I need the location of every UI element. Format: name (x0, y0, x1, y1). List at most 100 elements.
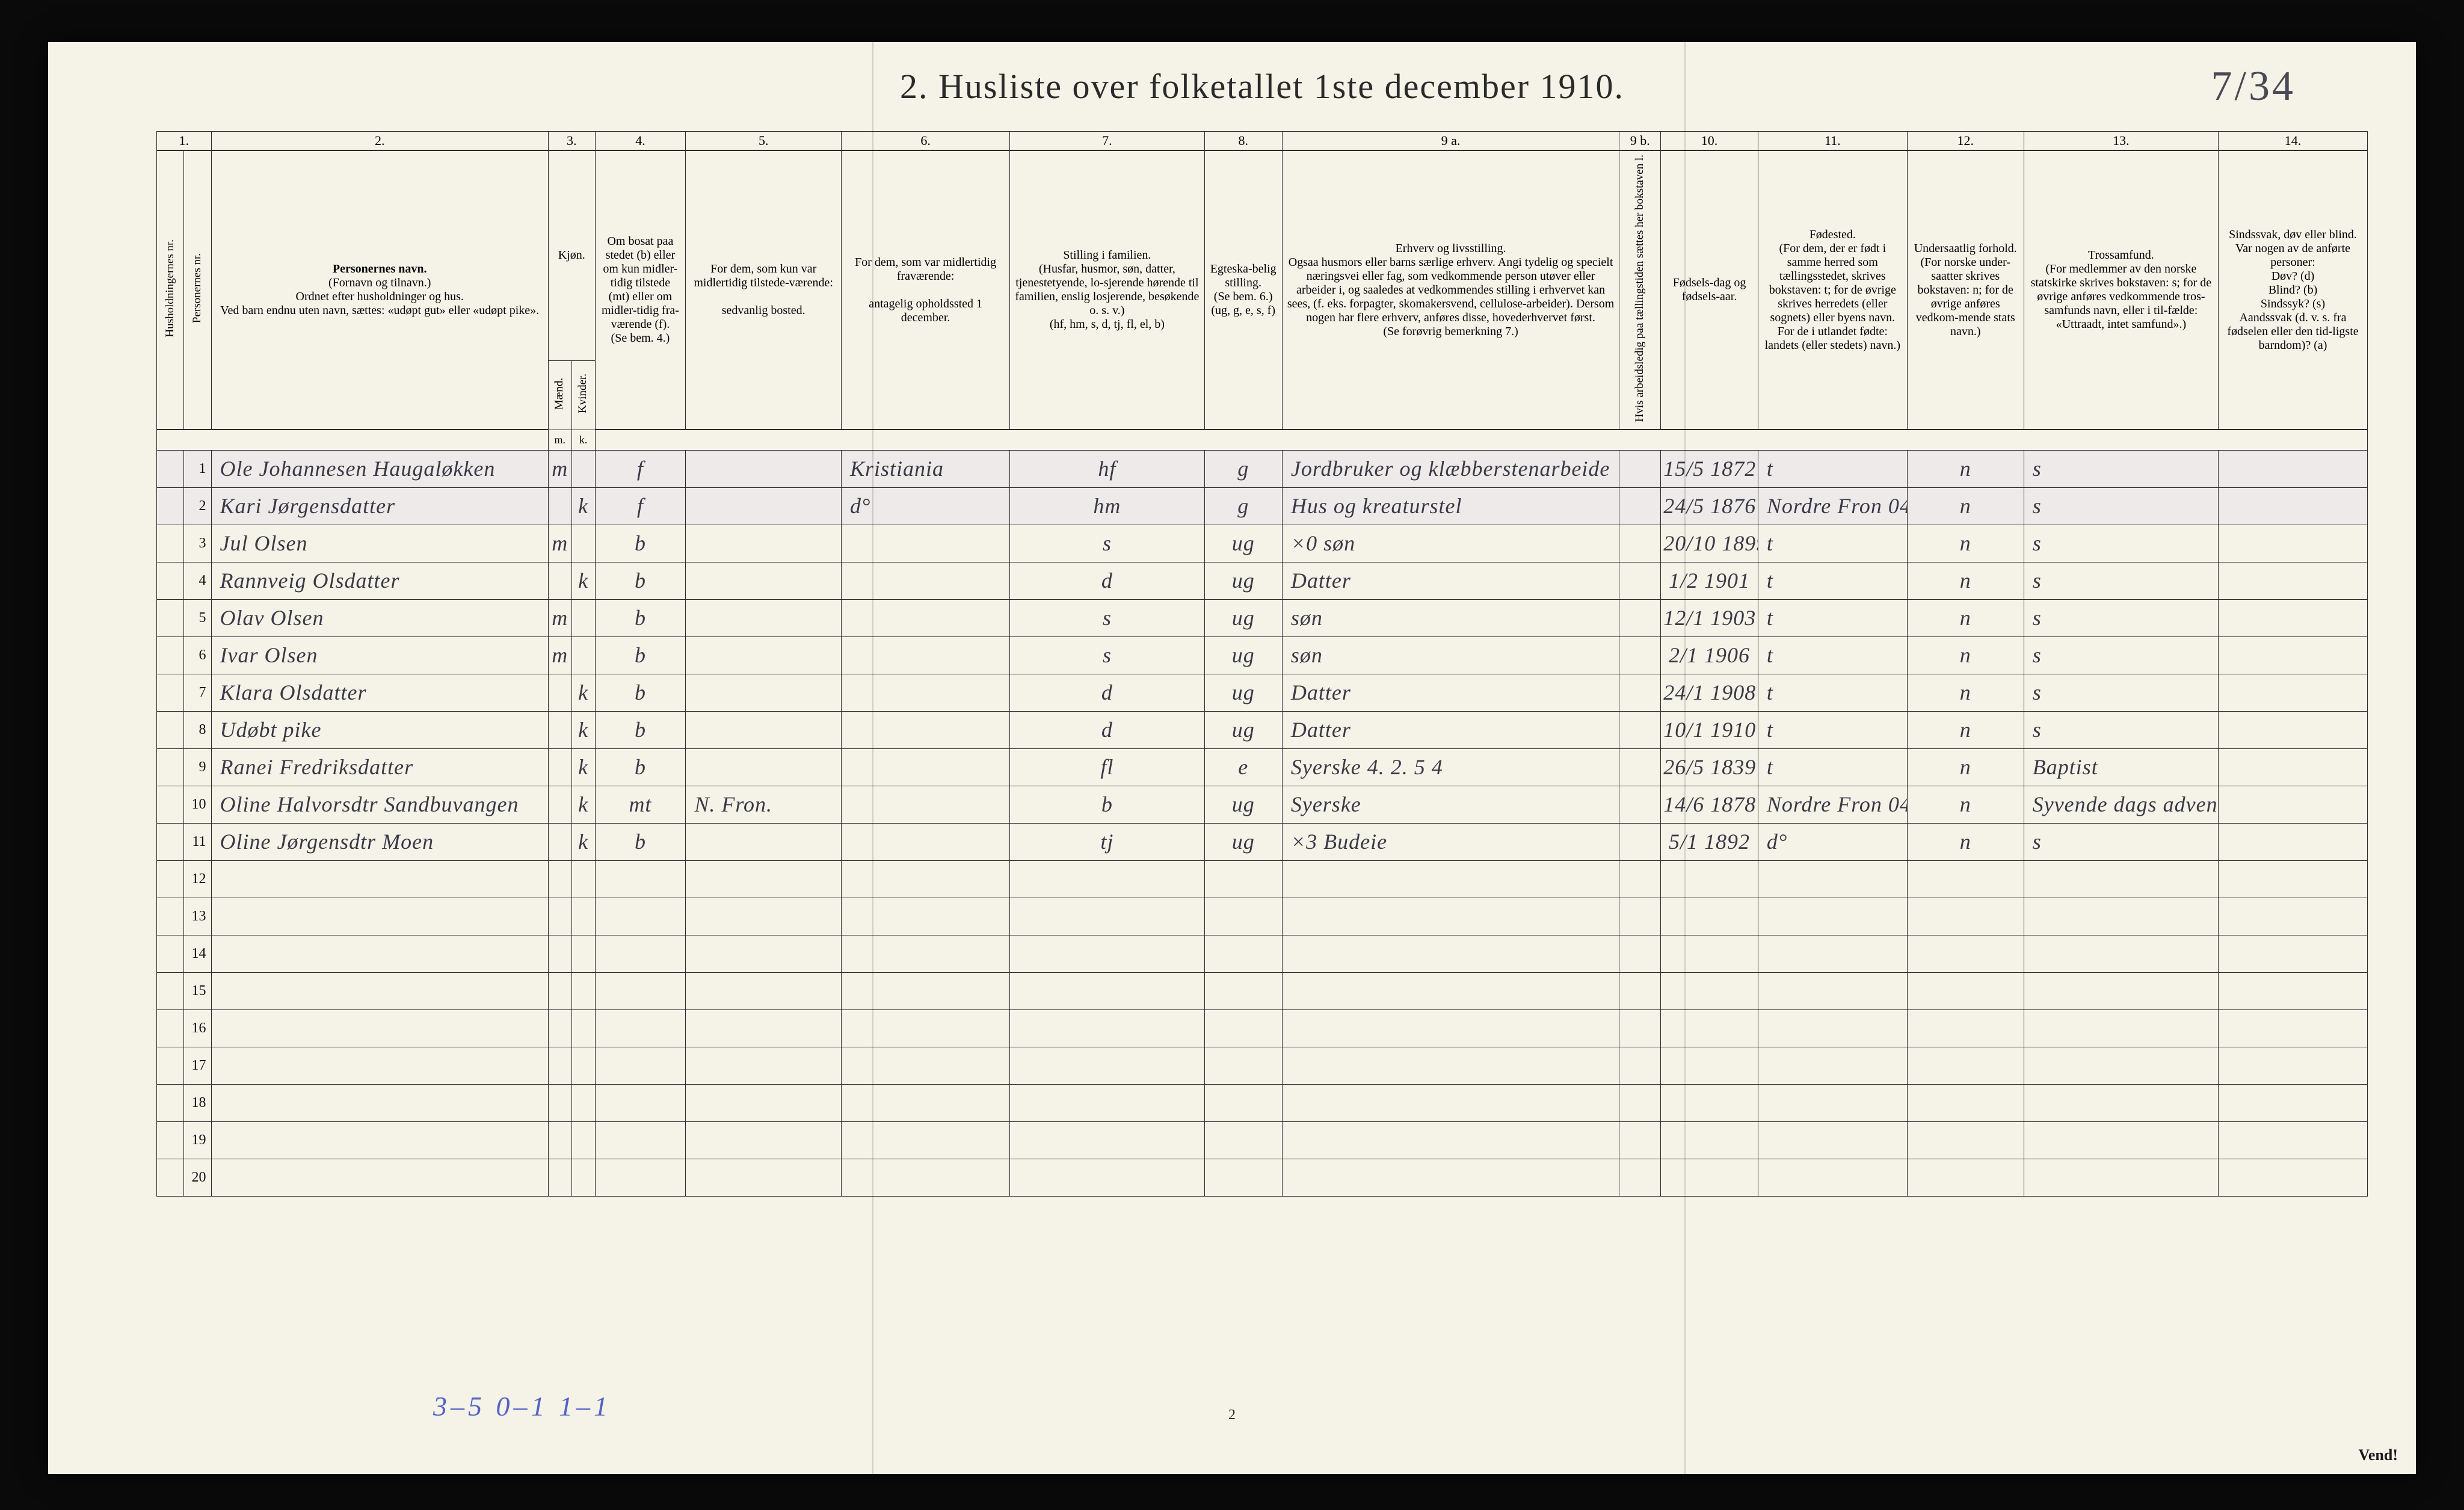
cell-residence: b (595, 748, 686, 786)
cell-temp-present (686, 748, 842, 786)
cell-family-pos: s (1010, 525, 1204, 562)
cell-empty (1204, 1084, 1282, 1121)
cell-temp-absent (842, 599, 1010, 636)
cell-empty (1204, 972, 1282, 1009)
cell-empty (1758, 1084, 1907, 1121)
cell-temp-absent (842, 711, 1010, 748)
cell-empty (595, 1009, 686, 1047)
cell-birth: 1/2 1901 (1661, 562, 1758, 599)
cell-empty (595, 898, 686, 935)
colnum-7: 7. (1010, 132, 1204, 151)
cell-disability (2219, 711, 2368, 748)
table-row: 5Olav Olsenmbsugsøn12/1 1903tns (157, 599, 2368, 636)
cell-disability (2219, 823, 2368, 860)
cell-temp-present (686, 674, 842, 711)
cell-person-nr: 3 (184, 525, 211, 562)
cell-empty (842, 1084, 1010, 1121)
cell-empty (1661, 1009, 1758, 1047)
cell-marital: ug (1204, 599, 1282, 636)
colnum-11: 11. (1758, 132, 1907, 151)
cell-empty (1204, 860, 1282, 898)
cell-sex-k (571, 525, 595, 562)
cell-empty (686, 898, 842, 935)
cell-nationality: n (1907, 674, 2024, 711)
cell-empty (1758, 898, 1907, 935)
cell-occupation: søn (1282, 599, 1619, 636)
page-fold (872, 42, 873, 1474)
cell-empty (1204, 1121, 1282, 1159)
cell-empty (2219, 860, 2368, 898)
cell-birthplace: t (1758, 599, 1907, 636)
cell-empty (1282, 1159, 1619, 1196)
cell-occupation: ×3 Budeie (1282, 823, 1619, 860)
cell-empty (1661, 860, 1758, 898)
cell-empty (1661, 898, 1758, 935)
cell-birth: 10/1 1910 (1661, 711, 1758, 748)
cell-empty (595, 935, 686, 972)
cell-empty (2219, 898, 2368, 935)
cell-empty (1758, 860, 1907, 898)
cell-empty (571, 1159, 595, 1196)
cell-empty (686, 1159, 842, 1196)
cell-family-pos: s (1010, 636, 1204, 674)
cell-household-nr (157, 562, 184, 599)
cell-family-pos: d (1010, 711, 1204, 748)
cell-temp-absent (842, 636, 1010, 674)
cell-empty (842, 1009, 1010, 1047)
table-row: 8Udøbt pikekbdugDatter10/1 1910tns (157, 711, 2368, 748)
cell-sex-m (548, 487, 571, 525)
cell-sex-m (548, 786, 571, 823)
cell-empty (2219, 935, 2368, 972)
cell-empty (1619, 1159, 1661, 1196)
cell-family-pos: hm (1010, 487, 1204, 525)
cell-empty (211, 1009, 548, 1047)
cell-disability (2219, 636, 2368, 674)
cell-temp-absent: Kristiania (842, 450, 1010, 487)
colnum-9a: 9 a. (1282, 132, 1619, 151)
cell-temp-absent (842, 674, 1010, 711)
table-row-empty: 12 (157, 860, 2368, 898)
cell-unemployed (1619, 674, 1661, 711)
cell-disability (2219, 674, 2368, 711)
cell-empty (1010, 898, 1204, 935)
head-occupation: Erhverv og livsstilling. Ogsaa husmors e… (1282, 150, 1619, 430)
cell-marital: ug (1204, 823, 1282, 860)
cell-empty (2024, 972, 2218, 1009)
cell-unemployed (1619, 786, 1661, 823)
cell-disability (2219, 562, 2368, 599)
table-row-empty: 13 (157, 898, 2368, 935)
cell-religion: s (2024, 450, 2218, 487)
cell-birth: 24/1 1908 (1661, 674, 1758, 711)
cell-disability (2219, 525, 2368, 562)
cell-birth: 5/1 1892 (1661, 823, 1758, 860)
cell-person-nr: 8 (184, 711, 211, 748)
cell-person-nr: 19 (184, 1121, 211, 1159)
cell-empty (571, 898, 595, 935)
cell-empty (1282, 1121, 1619, 1159)
cell-occupation: søn (1282, 636, 1619, 674)
cell-empty (2219, 1159, 2368, 1196)
cell-nationality: n (1907, 636, 2024, 674)
cell-empty (1661, 1047, 1758, 1084)
cell-person-nr: 15 (184, 972, 211, 1009)
cell-occupation: Datter (1282, 711, 1619, 748)
cell-empty (686, 935, 842, 972)
cell-temp-absent (842, 525, 1010, 562)
cell-empty (1282, 860, 1619, 898)
cell-residence: b (595, 711, 686, 748)
cell-empty (1010, 1121, 1204, 1159)
table-row-empty: 19 (157, 1121, 2368, 1159)
cell-empty (686, 1084, 842, 1121)
cell-family-pos: hf (1010, 450, 1204, 487)
cell-empty (1282, 1084, 1619, 1121)
cell-temp-present (686, 711, 842, 748)
cell-empty (595, 1121, 686, 1159)
census-page: 2. Husliste over folketallet 1ste decemb… (48, 42, 2416, 1474)
cell-empty (211, 1121, 548, 1159)
cell-name: Jul Olsen (211, 525, 548, 562)
cell-empty (548, 1084, 571, 1121)
colnum-4: 4. (595, 132, 686, 151)
cell-empty (1010, 972, 1204, 1009)
cell-empty (548, 1121, 571, 1159)
cell-empty (1010, 1047, 1204, 1084)
